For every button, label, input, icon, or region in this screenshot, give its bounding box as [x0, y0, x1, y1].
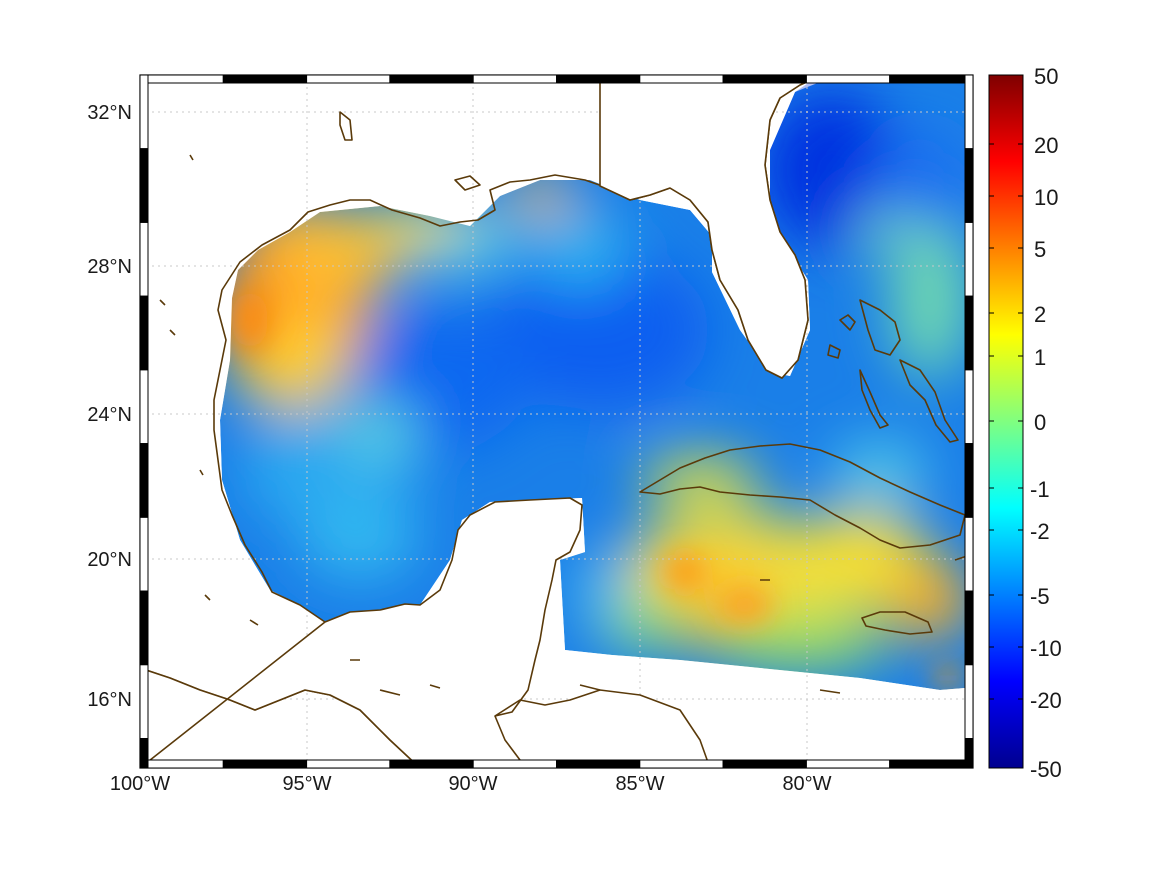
- frame-segment: [964, 664, 974, 740]
- frame-segment: [889, 74, 974, 84]
- colorbar-label-neg10: -10: [1030, 636, 1062, 661]
- frame-segment: [389, 74, 474, 84]
- frame-segment: [139, 590, 149, 666]
- frame-segment: [389, 759, 474, 769]
- frame-segment: [805, 759, 891, 769]
- frame-segment: [472, 759, 558, 769]
- lon-label-85w: 85°W: [615, 773, 664, 795]
- frame-segment: [139, 148, 149, 223]
- lat-label-28n: 28°N: [87, 256, 132, 278]
- frame-segment: [472, 74, 558, 84]
- frame-segment: [139, 664, 149, 740]
- frame-segment: [722, 74, 807, 84]
- frame-segment: [964, 590, 974, 666]
- frame-segment: [139, 74, 149, 150]
- colorbar-label-50: 50: [1034, 64, 1058, 89]
- colorbar: 50 20 10 5 2 1 0 -1 -2 -5 -10 -20 -50: [988, 64, 1062, 782]
- colorbar-label-neg2: -2: [1030, 519, 1050, 544]
- frame-segment: [639, 74, 724, 84]
- jamaica-coastline: [861, 611, 933, 635]
- frame-segment: [964, 369, 974, 445]
- colorbar-label-5: 5: [1034, 237, 1046, 262]
- frame-segment: [139, 738, 149, 769]
- colorbar-label-neg20: -20: [1030, 688, 1062, 713]
- frame-segment: [139, 369, 149, 445]
- frame-segment: [964, 443, 974, 518]
- frame-segment: [222, 74, 308, 84]
- lon-label-80w: 80°W: [782, 773, 831, 795]
- frame-segment: [222, 759, 308, 769]
- frame-segment: [139, 74, 224, 84]
- frame-segment: [964, 516, 974, 592]
- yucatan-landmass: [140, 497, 711, 768]
- frame-segment: [556, 74, 641, 84]
- bahamas-coastline: [827, 299, 959, 443]
- frame-segment: [964, 221, 974, 297]
- colorbar-label-neg50: -50: [1030, 757, 1062, 782]
- lon-label-100w: 100°W: [110, 773, 170, 795]
- frame-segment: [306, 74, 391, 84]
- colorbar-label-1: 1: [1034, 345, 1046, 370]
- frame-segment: [639, 759, 724, 769]
- frame-segment: [889, 759, 974, 769]
- colorbar-gradient: [988, 74, 1024, 769]
- colorbar-label-0: 0: [1034, 410, 1046, 435]
- frame-segment: [964, 738, 974, 769]
- frame-segment: [964, 74, 974, 150]
- colorbar-label-neg5: -5: [1030, 584, 1050, 609]
- data-field: [140, 75, 973, 768]
- frame-segment: [805, 74, 891, 84]
- longitude-axis: 100°W 95°W 90°W 85°W 80°W: [110, 773, 832, 795]
- cuba-coastline: [639, 443, 966, 549]
- frame-segment: [139, 295, 149, 371]
- coastlines: [140, 75, 971, 768]
- lat-label-16n: 16°N: [87, 689, 132, 711]
- frame-segment: [139, 443, 149, 518]
- frame-segment: [139, 759, 224, 769]
- colorbar-label-20: 20: [1034, 133, 1058, 158]
- frame-segment: [722, 759, 807, 769]
- frame-segment: [964, 148, 974, 223]
- colorbar-label-2: 2: [1034, 302, 1046, 327]
- frame-segment: [556, 759, 641, 769]
- frame-segment: [139, 221, 149, 297]
- colorbar-label-neg1: -1: [1030, 477, 1050, 502]
- florida-landmass: [599, 75, 821, 379]
- lat-label-24n: 24°N: [87, 404, 132, 426]
- frame-segment: [306, 759, 391, 769]
- lat-label-20n: 20°N: [87, 549, 132, 571]
- lat-label-32n: 32°N: [87, 102, 132, 124]
- frame-segment: [964, 295, 974, 371]
- lon-label-90w: 90°W: [448, 773, 497, 795]
- lon-label-95w: 95°W: [282, 773, 331, 795]
- frame-segment: [139, 516, 149, 592]
- latitude-axis: 32°N 28°N 24°N 20°N 16°N: [87, 102, 132, 711]
- map-frame: [139, 74, 974, 769]
- colorbar-label-10: 10: [1034, 185, 1058, 210]
